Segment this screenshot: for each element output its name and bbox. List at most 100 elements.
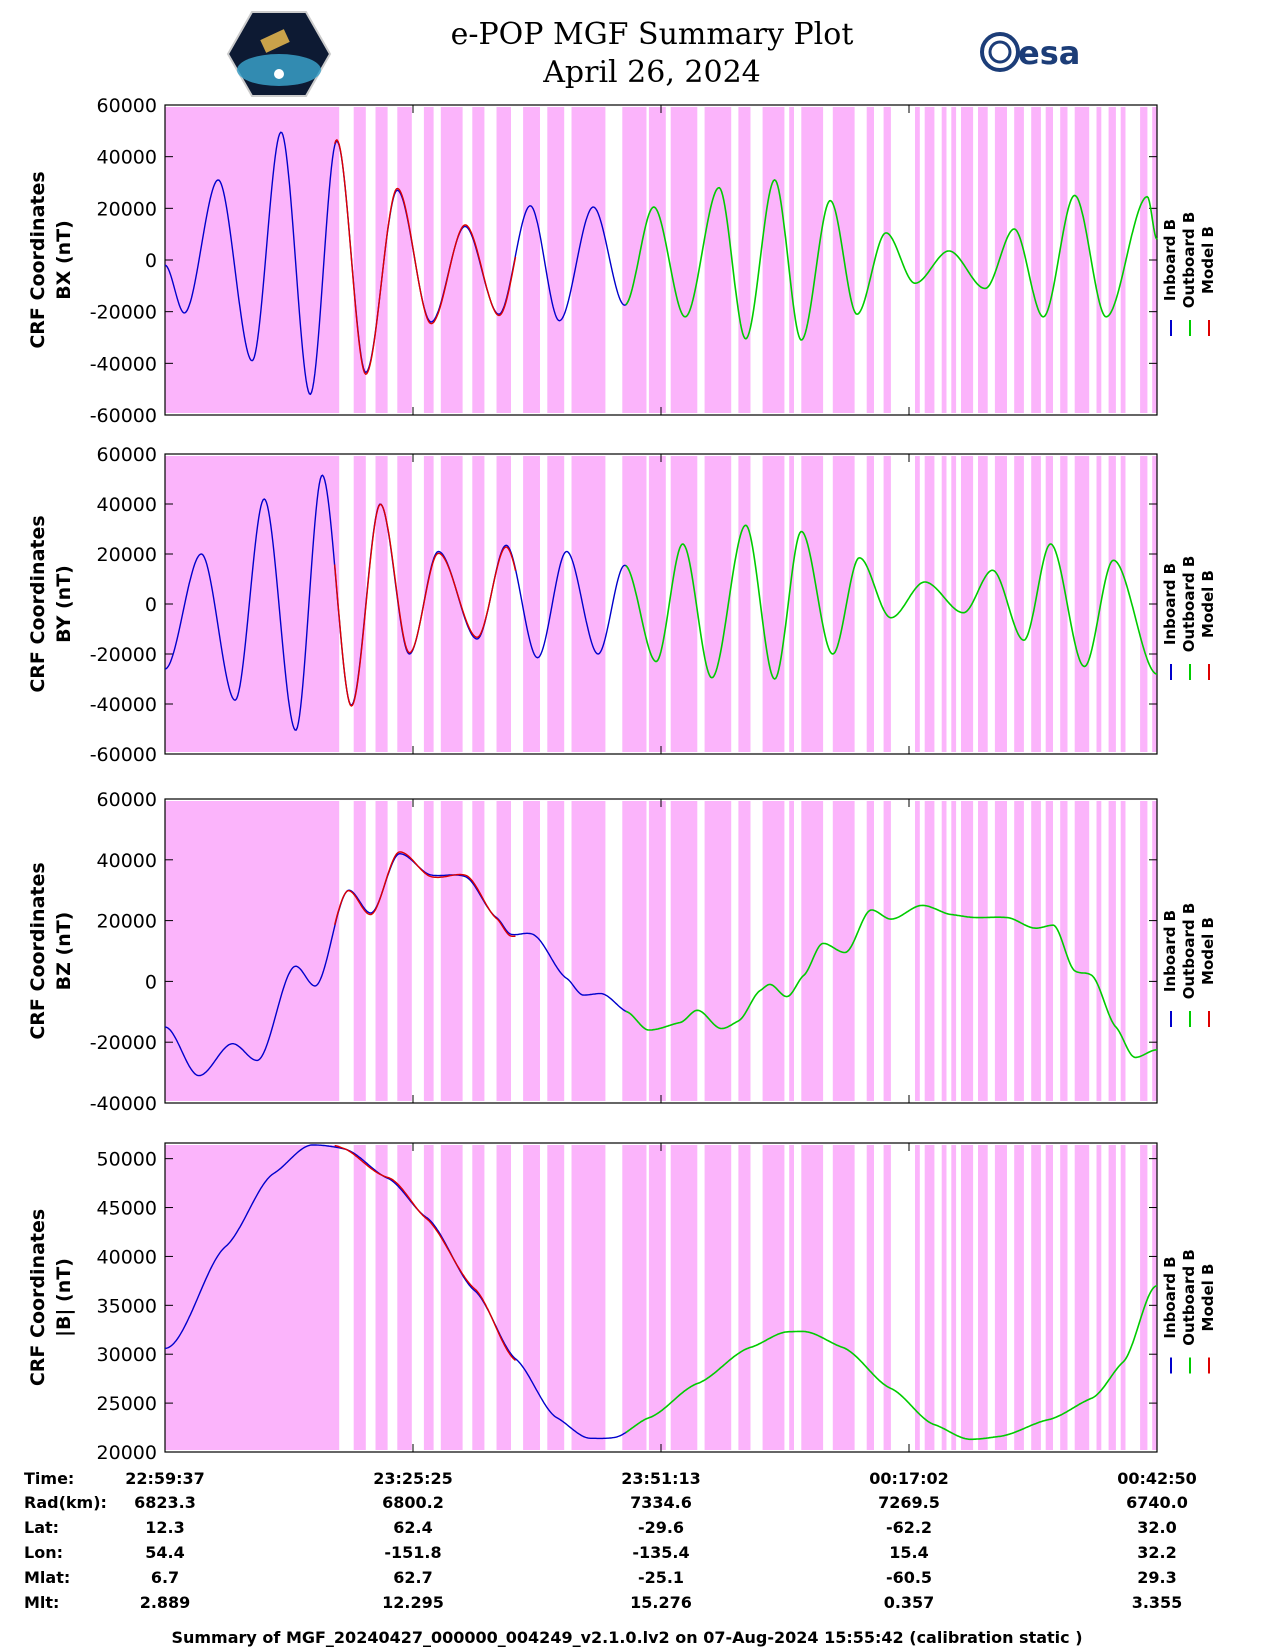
panel-by: 60000 40000 20000 0 -20000 -40000 -60000 CRF Co… <box>27 444 1217 766</box>
title-line1: e-POP MGF Summary Plot <box>451 17 854 52</box>
shaded-interval <box>924 801 935 1101</box>
shaded-interval <box>1045 801 1053 1101</box>
shaded-interval <box>375 107 388 413</box>
shaded-interval <box>547 801 565 1101</box>
shaded-interval <box>423 801 434 1101</box>
model-b-line <box>334 138 517 376</box>
shaded-interval <box>1060 107 1068 413</box>
title-line2: April 26, 2024 <box>542 55 761 90</box>
shaded-interval <box>1074 456 1090 752</box>
y-tick-label: -40000 <box>90 1093 157 1115</box>
shaded-interval <box>961 1145 974 1450</box>
shaded-interval <box>547 107 565 413</box>
shaded-interval <box>951 107 957 413</box>
table-cell: -151.8 <box>384 1543 441 1562</box>
y-axis-label-unit: BZ (nT) <box>53 912 75 991</box>
y-axis-label-unit: |B| (nT) <box>53 1258 75 1337</box>
table-row-label: Time: <box>24 1469 74 1488</box>
table-cell: -29.6 <box>638 1518 684 1537</box>
table-cell: 23:25:25 <box>373 1469 453 1488</box>
shaded-interval <box>738 107 751 413</box>
shaded-interval <box>978 1145 988 1450</box>
shaded-interval <box>472 801 485 1101</box>
y-tick-label: 20000 <box>97 198 157 220</box>
ephemeris-table: Time: Rad(km): Lat: Lon: Mlat: Mlt: 22:59:37 68… <box>24 1469 1197 1612</box>
shaded-interval <box>547 1145 565 1450</box>
shaded-interval <box>924 1145 935 1450</box>
shaded-interval <box>883 1145 891 1450</box>
shaded-interval <box>832 456 855 752</box>
shaded-interval <box>1152 1145 1157 1450</box>
shaded-interval <box>1014 1145 1024 1450</box>
model-b-line <box>334 503 517 707</box>
table-cell: -60.5 <box>886 1568 932 1587</box>
shaded-interval <box>353 456 366 752</box>
shaded-interval <box>375 801 388 1101</box>
shaded-interval <box>1045 1145 1053 1450</box>
shaded-interval <box>832 801 855 1101</box>
shaded-interval <box>994 456 1007 752</box>
y-tick-label: 40000 <box>97 147 157 169</box>
table-cell: -62.2 <box>886 1518 932 1537</box>
shaded-interval <box>1031 107 1041 413</box>
shaded-interval <box>738 456 751 752</box>
shaded-interval <box>704 1145 732 1450</box>
model-b-line <box>334 851 516 937</box>
shaded-interval <box>704 801 732 1101</box>
shaded-interval <box>866 107 874 413</box>
table-cell: 22:59:37 <box>125 1469 205 1488</box>
shaded-interval <box>648 1145 666 1450</box>
legend-inboard: Inboard B <box>1161 219 1179 301</box>
y-tick-label: -60000 <box>90 405 157 427</box>
y-tick-label: 25000 <box>97 1393 157 1415</box>
y-tick-label: 30000 <box>97 1344 157 1366</box>
shaded-interval <box>622 456 647 752</box>
shaded-interval <box>961 801 974 1101</box>
y-tick-label: 40000 <box>97 1246 157 1268</box>
shaded-interval <box>648 456 666 752</box>
shaded-interval <box>397 1145 412 1450</box>
shaded-interval <box>941 801 947 1101</box>
shaded-interval <box>1152 801 1157 1101</box>
shaded-interval <box>353 801 366 1101</box>
y-tick-label: -40000 <box>90 353 157 375</box>
shaded-interval <box>1014 801 1024 1101</box>
shaded-interval <box>1140 1145 1148 1450</box>
table-cell: 3.355 <box>1132 1593 1183 1612</box>
legend-model: Model B <box>1199 226 1217 294</box>
table-cell: 32.0 <box>1137 1518 1176 1537</box>
y-axis-label: CRF Coordinates <box>27 515 49 692</box>
shaded-interval <box>866 1145 874 1450</box>
shaded-interval <box>523 1145 540 1450</box>
shaded-interval <box>1120 801 1126 1101</box>
shaded-interval <box>397 801 412 1101</box>
legend-outboard: Outboard B <box>1180 556 1198 653</box>
panel-bmag: 50000 45000 40000 35000 30000 25000 20000 CRF C… <box>27 1142 1217 1464</box>
y-tick-label: 50000 <box>97 1149 157 1171</box>
outboard-b-line <box>625 524 1158 680</box>
table-cell: -25.1 <box>638 1568 684 1587</box>
y-tick-label: -60000 <box>90 744 157 766</box>
shaded-interval <box>353 1145 366 1450</box>
shaded-interval <box>622 801 647 1101</box>
shaded-interval <box>1074 1145 1090 1450</box>
cassiope-logo <box>226 11 332 97</box>
shaded-interval <box>801 107 824 413</box>
shaded-interval <box>832 1145 855 1450</box>
shaded-interval <box>165 456 340 752</box>
shaded-interval <box>883 107 891 413</box>
shaded-interval <box>1096 1145 1102 1450</box>
shaded-interval <box>375 456 388 752</box>
shaded-interval <box>1014 107 1024 413</box>
shaded-interval <box>571 1145 606 1450</box>
shaded-interval <box>941 107 947 413</box>
shaded-interval <box>789 107 794 413</box>
shaded-interval <box>1140 456 1148 752</box>
shaded-interval <box>915 456 920 752</box>
shaded-interval <box>1108 801 1116 1101</box>
legend-outboard: Outboard B <box>1180 212 1198 309</box>
y-axis-label: CRF Coordinates <box>27 1209 49 1386</box>
shaded-interval <box>941 1145 947 1450</box>
shaded-interval <box>353 107 366 413</box>
shaded-interval <box>423 1145 434 1450</box>
